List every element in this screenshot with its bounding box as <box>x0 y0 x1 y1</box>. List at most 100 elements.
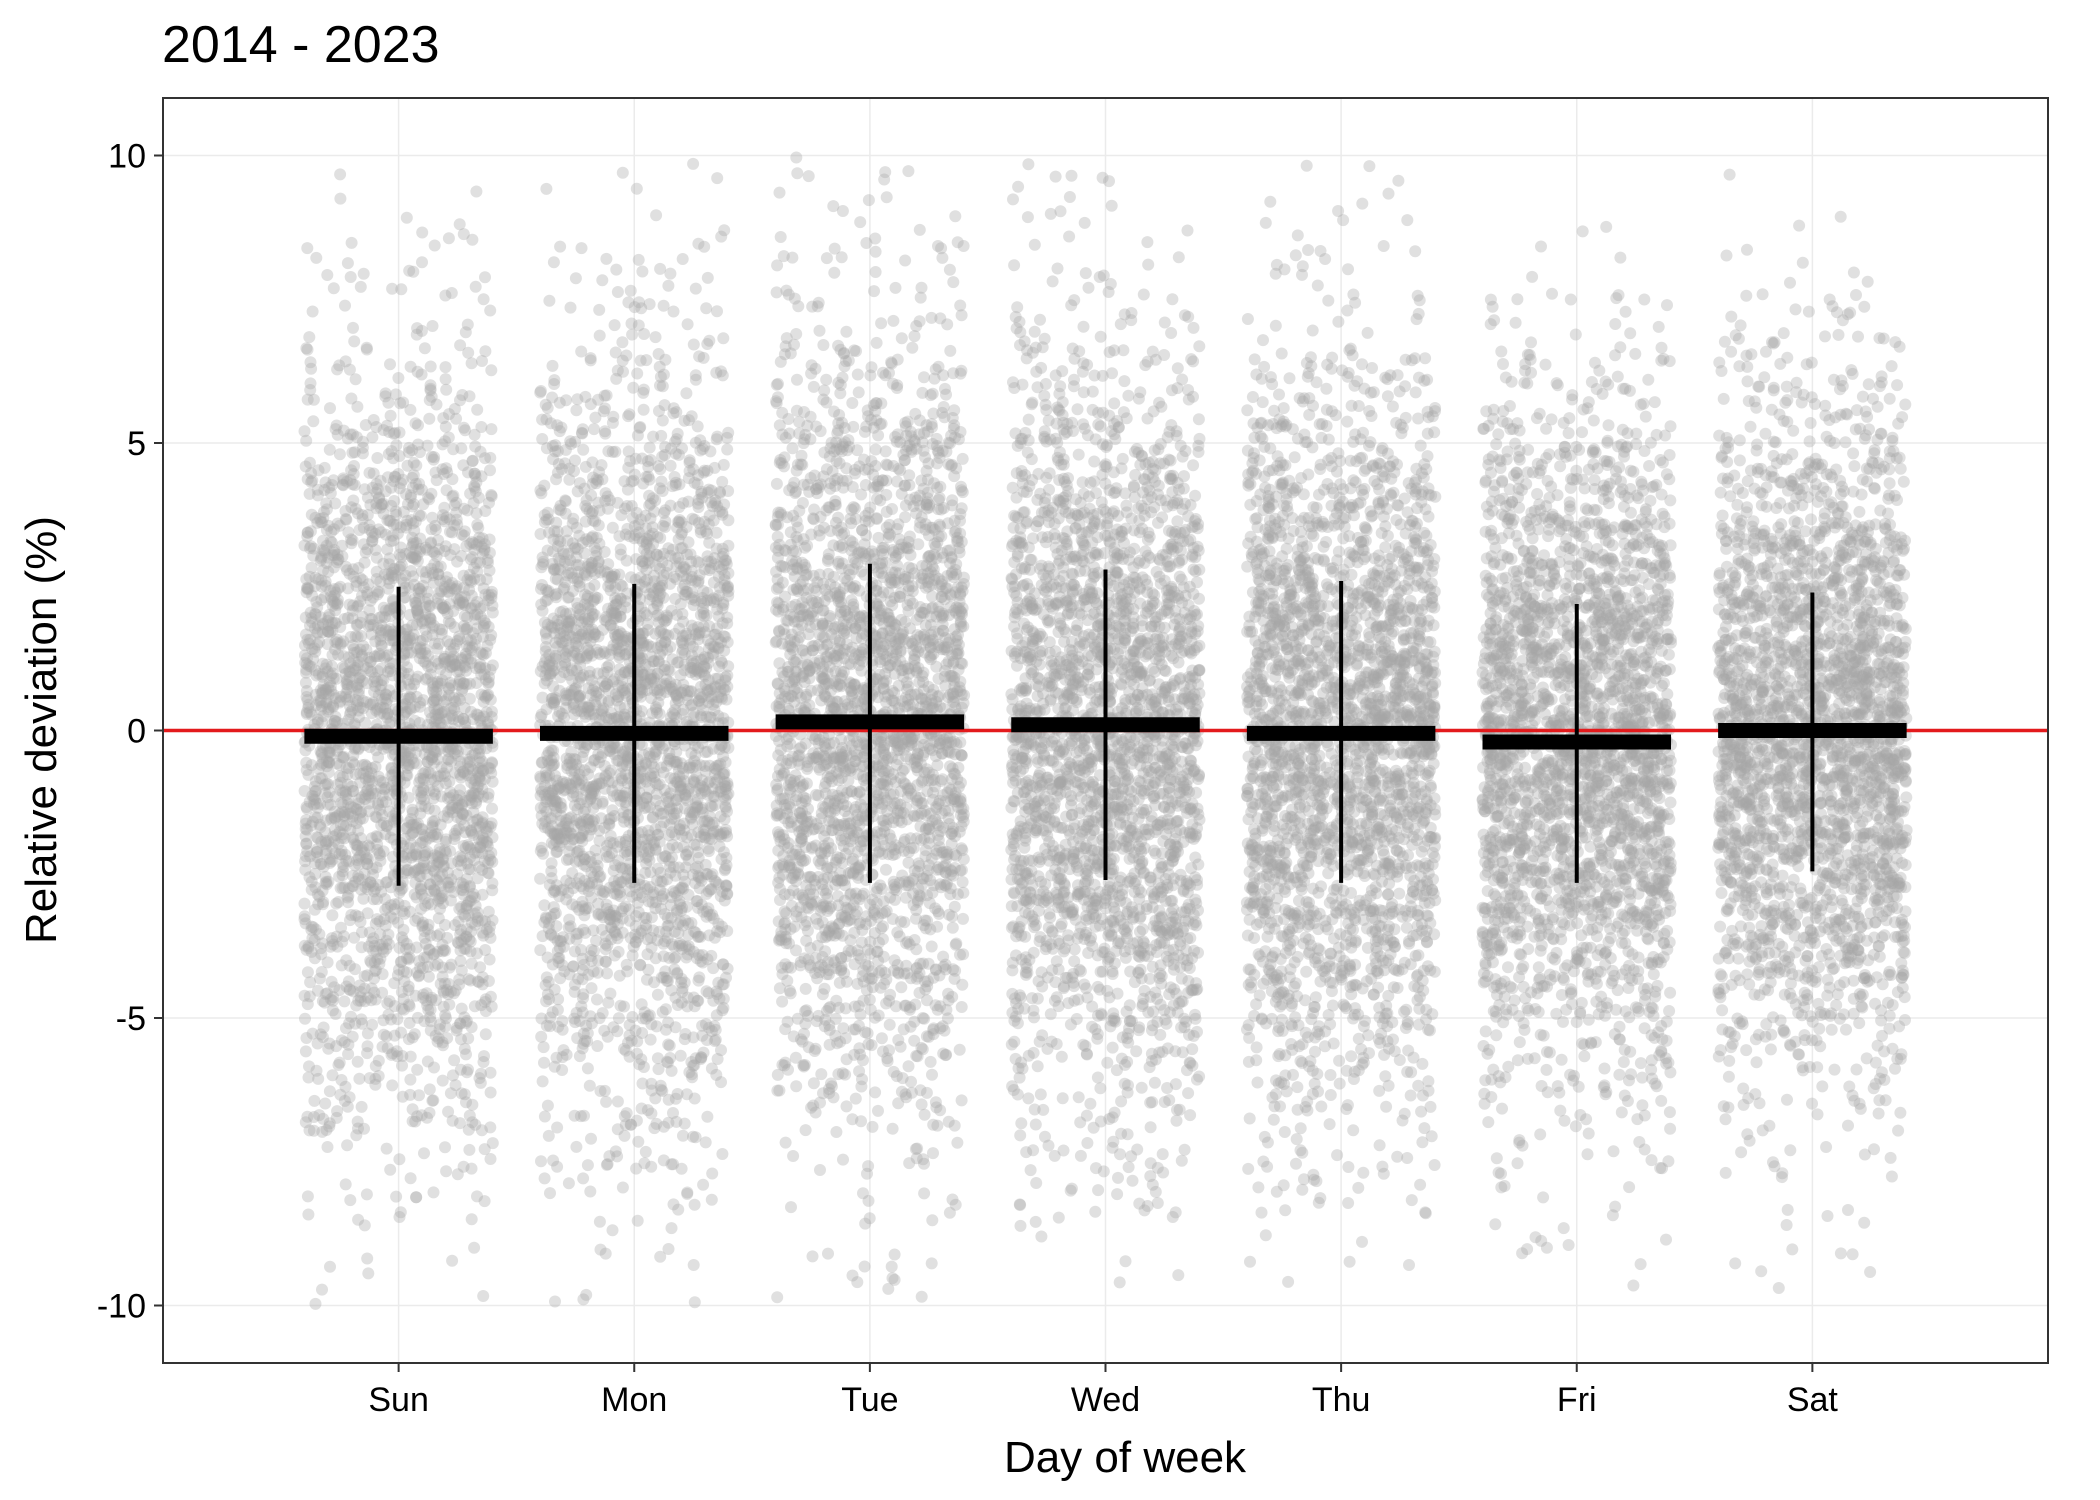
data-point <box>441 876 454 889</box>
data-point <box>343 598 356 611</box>
data-point <box>484 1086 497 1099</box>
data-point <box>416 790 428 803</box>
data-point <box>393 563 406 576</box>
data-point <box>330 633 343 646</box>
data-point <box>538 1172 551 1185</box>
data-point <box>304 976 317 989</box>
data-point <box>691 420 704 433</box>
data-point <box>333 870 346 883</box>
data-point <box>384 665 397 678</box>
data-point <box>424 1011 437 1024</box>
data-point <box>711 305 723 318</box>
data-point <box>424 1003 437 1016</box>
data-point <box>649 701 662 714</box>
data-point <box>394 956 407 968</box>
data-point <box>477 619 490 632</box>
data-point <box>689 369 702 382</box>
data-point <box>468 891 481 904</box>
data-point <box>613 530 626 543</box>
data-point <box>455 1033 467 1046</box>
data-point <box>408 1028 421 1041</box>
data-point <box>421 960 434 973</box>
data-point <box>638 911 651 924</box>
data-point <box>643 298 656 311</box>
data-point <box>386 1079 399 1092</box>
data-point <box>445 582 458 595</box>
data-point <box>630 889 643 901</box>
data-point <box>380 819 393 832</box>
data-point <box>427 1186 440 1199</box>
data-point <box>352 672 365 685</box>
data-point <box>636 760 649 773</box>
data-point <box>678 788 691 801</box>
data-point <box>410 618 423 631</box>
data-point <box>348 446 361 459</box>
data-point <box>672 918 685 931</box>
data-point <box>326 616 339 629</box>
data-point <box>441 792 454 805</box>
data-point <box>360 765 373 778</box>
data-point <box>337 798 349 811</box>
data-point <box>446 473 459 486</box>
data-point <box>461 573 474 586</box>
data-point <box>382 629 395 642</box>
data-point <box>305 362 318 375</box>
data-point <box>337 474 350 487</box>
data-point <box>309 511 322 524</box>
data-point <box>410 690 423 703</box>
data-point <box>425 487 438 500</box>
data-point <box>338 832 351 845</box>
data-point <box>479 772 491 785</box>
data-point <box>379 702 392 715</box>
data-point <box>395 986 408 998</box>
data-point <box>352 872 365 885</box>
data-point <box>392 897 405 910</box>
data-point <box>429 637 441 650</box>
data-point <box>361 969 374 982</box>
data-point <box>368 956 381 969</box>
data-point <box>426 1094 439 1107</box>
data-point <box>399 822 412 835</box>
data-point <box>422 918 435 931</box>
data-point <box>592 393 605 406</box>
data-point <box>458 1088 471 1101</box>
data-point <box>311 842 324 855</box>
data-point <box>444 803 457 816</box>
data-point <box>301 583 314 596</box>
data-point <box>372 879 385 891</box>
data-point <box>421 586 434 598</box>
data-point <box>341 432 354 445</box>
data-point <box>381 997 394 1010</box>
data-point <box>470 708 483 721</box>
data-point <box>486 855 499 868</box>
data-point <box>650 1020 663 1033</box>
data-point <box>370 650 383 663</box>
data-point <box>365 994 378 1007</box>
data-point <box>380 795 392 808</box>
data-point <box>395 572 408 585</box>
data-point <box>482 791 495 804</box>
data-point <box>418 931 431 944</box>
data-point <box>421 1055 434 1068</box>
data-point <box>307 415 320 428</box>
data-point <box>323 608 336 621</box>
data-point <box>430 686 443 699</box>
data-point <box>441 866 454 879</box>
data-point <box>374 849 386 862</box>
data-point <box>320 503 333 516</box>
data-point <box>325 855 338 868</box>
data-point <box>439 361 452 374</box>
data-point <box>670 1115 683 1128</box>
data-point <box>440 1165 453 1178</box>
data-point <box>548 908 561 921</box>
data-point <box>450 412 463 425</box>
data-point <box>387 534 400 547</box>
data-point <box>439 575 452 588</box>
data-point <box>427 619 440 632</box>
data-point <box>618 1000 630 1013</box>
data-point <box>410 941 423 954</box>
data-point <box>370 861 383 874</box>
data-point <box>546 359 559 372</box>
data-point <box>446 1254 459 1267</box>
data-point <box>441 931 454 944</box>
